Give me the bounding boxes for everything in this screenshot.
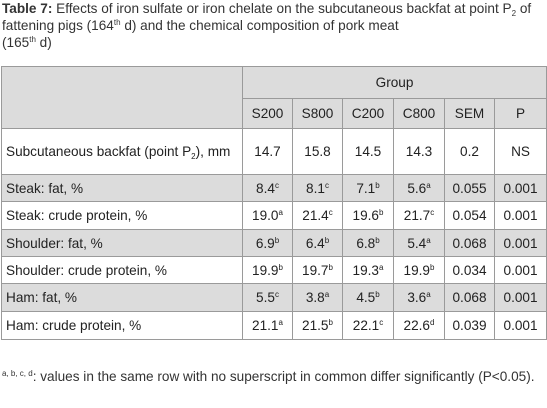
col-header-c800: C800 [393, 98, 445, 129]
row-label: Shoulder: fat, % [1, 229, 243, 257]
table-cell: 22.6d [393, 311, 445, 340]
col-header-sem: SEM [444, 98, 495, 129]
caption-of-text: of fattening pigs (164 [2, 1, 532, 34]
row-label: Steak: fat, % [1, 174, 243, 202]
table-cell: 0.001 [493, 283, 547, 312]
table-cell: 5.6a [393, 174, 445, 202]
table-cell: 6.9b [242, 229, 293, 257]
footnote-superscript: a, b, c, d [2, 369, 33, 378]
table-cell: 0.039 [444, 311, 495, 340]
table-cell: 14.7 [242, 128, 293, 175]
table-cell: 21.7c [393, 201, 445, 230]
row-label: Subcutaneous backfat (point P2), mm [1, 128, 243, 175]
row-label: Shoulder: crude protein, % [1, 256, 243, 284]
table-row: Subcutaneous backfat (point P2), mm 14.7… [1, 128, 547, 175]
table-cell: 14.3 [393, 128, 445, 175]
table-cell: 21.5b [292, 311, 343, 340]
col-header-c200: C200 [342, 98, 394, 129]
col-header-p: P [493, 98, 547, 129]
table-row: Shoulder: crude protein, % 19.9b 19.7b 1… [1, 256, 547, 284]
table-cell: 19.7b [292, 256, 343, 284]
col-header-s800: S800 [292, 98, 343, 129]
table-cell: 3.6a [393, 283, 445, 312]
table-cell: 5.4a [393, 229, 445, 257]
table-cell: 19.6b [342, 201, 394, 230]
table-cell: 0.054 [444, 201, 495, 230]
caption-point-label: point P [469, 1, 512, 16]
table-cell: 0.001 [493, 229, 547, 257]
table-cell: 0.055 [444, 174, 495, 202]
caption-line1: Effects of iron sulfate or iron chelate … [56, 1, 466, 16]
table-cell: 15.8 [292, 128, 343, 175]
table-cell: 0.068 [444, 229, 495, 257]
table-cell: 3.8a [292, 283, 343, 312]
table-row: Ham: fat, % 5.5c 3.8a 4.5b 3.6a 0.068 0.… [1, 283, 547, 312]
caption-paren-open: (165 [2, 35, 30, 51]
caption-th-superscript-2: th [29, 35, 36, 45]
table-cell: 5.5c [242, 283, 293, 312]
caption-d-text: d) and the chemical composition of pork … [124, 18, 399, 34]
table-cell: NS [493, 128, 547, 175]
table-row: Steak: fat, % 8.4c 8.1c 7.1b 5.6a 0.055 … [1, 174, 547, 202]
table-cell: 21.4c [292, 201, 343, 230]
table-cell: 8.4c [242, 174, 293, 202]
footnote-text: : values in the same row with no supersc… [32, 369, 535, 384]
group-header-row: Group [1, 66, 547, 129]
table-cell: 0.001 [493, 256, 547, 284]
table-row: Steak: crude protein, % 19.0a 21.4c 19.6… [1, 201, 547, 230]
table-cell: 0.034 [444, 256, 495, 284]
table-cell: 21.1a [242, 311, 293, 340]
row-label-end: ), mm [195, 144, 231, 159]
row-label: Ham: crude protein, % [1, 311, 243, 340]
table-label: Table 7: [2, 1, 53, 16]
caption-th-superscript: th [113, 18, 121, 28]
table-cell: 19.0a [242, 201, 293, 230]
table-cell: 0.068 [444, 283, 495, 312]
table-cell: 4.5b [342, 283, 394, 312]
row-label: Steak: crude protein, % [1, 201, 243, 230]
table-row: Ham: crude protein, % 21.1a 21.5b 22.1c … [1, 311, 547, 340]
table-cell: 19.9b [393, 256, 445, 284]
table-cell: 22.1c [342, 311, 394, 340]
table-row: Shoulder: fat, % 6.9b 6.4b 6.8b 5.4a 0.0… [1, 229, 547, 257]
table-cell: 6.4b [292, 229, 343, 257]
table-cell: 19.9b [242, 256, 293, 284]
col-header-s200: S200 [242, 98, 293, 129]
row-label-subscript: 2 [191, 152, 196, 161]
row-label: Ham: fat, % [1, 283, 243, 312]
row-label-text: Subcutaneous backfat (point P [6, 144, 192, 159]
caption-paren-close: d) [39, 35, 52, 51]
table-cell: 6.8b [342, 229, 394, 257]
group-header: Group [241, 66, 547, 99]
table-footnote: a, b, c, d: values in the same row with … [2, 367, 545, 386]
header-empty-cell [1, 66, 243, 129]
table-cell: 19.3a [342, 256, 394, 284]
table-cell: 0.001 [493, 201, 547, 230]
table-cell: 0.2 [444, 128, 495, 175]
data-table: Group S200 S800 C200 C800 SEM P Subcutan… [1, 66, 547, 340]
table-cell: 8.1c [292, 174, 343, 202]
table-cell: 0.001 [493, 174, 547, 202]
caption-point-subscript: 2 [511, 9, 517, 18]
table-cell: 14.5 [342, 128, 394, 175]
table-cell: 0.001 [493, 311, 547, 340]
table-cell: 7.1b [342, 174, 394, 202]
table-caption: Table 7: Effects of iron sulfate or iron… [2, 0, 545, 52]
